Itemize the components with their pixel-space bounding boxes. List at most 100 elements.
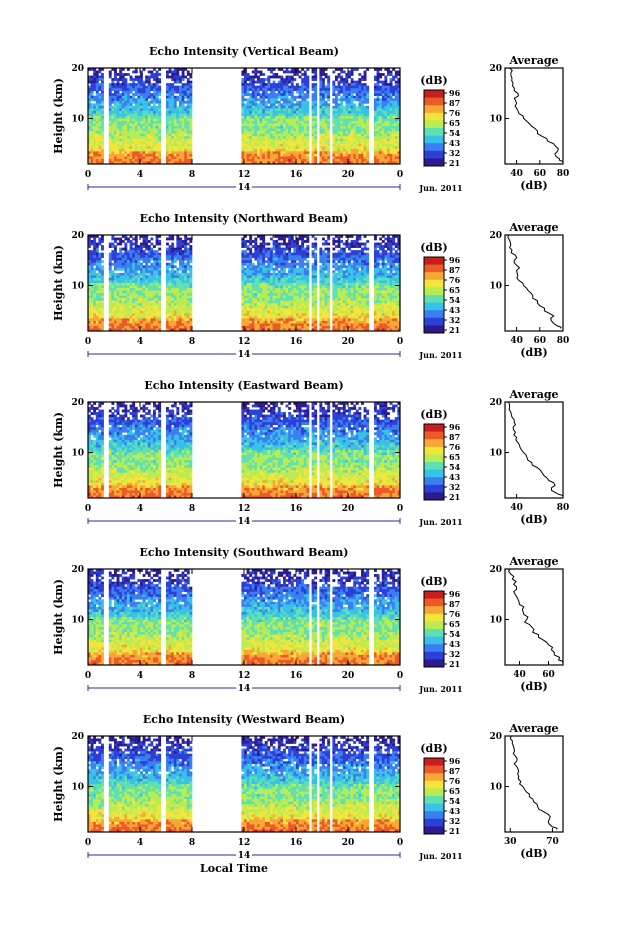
heatmap-cell xyxy=(260,286,263,289)
heatmap-title: Echo Intensity (Northward Beam) xyxy=(140,212,349,225)
heatmap-cell xyxy=(286,126,289,129)
heatmap-cell xyxy=(249,129,252,132)
heatmap-cell xyxy=(262,149,265,152)
heatmap-cell xyxy=(252,126,255,129)
heatmap-cell xyxy=(364,156,367,159)
heatmap-cell xyxy=(358,263,361,266)
heatmap-cell xyxy=(322,108,325,111)
heatmap-cell xyxy=(353,245,356,248)
heatmap-cell xyxy=(275,96,278,99)
heatmap-cell xyxy=(171,265,174,268)
heatmap-cell xyxy=(257,263,260,266)
heatmap-cell xyxy=(304,88,307,91)
heatmap-cell xyxy=(325,126,328,129)
heatmap-cell xyxy=(166,250,169,253)
heatmap-cell xyxy=(257,129,260,132)
heatmap-cell xyxy=(366,124,369,127)
heatmap-cell xyxy=(304,73,307,76)
heatmap-cell xyxy=(296,245,299,248)
heatmap-cell xyxy=(356,156,359,159)
heatmap-cell xyxy=(91,134,94,137)
heatmap-cell xyxy=(286,129,289,132)
heatmap-cell xyxy=(288,131,291,134)
heatmap-cell xyxy=(395,81,398,84)
heatmap-cell xyxy=(325,283,328,286)
heatmap-cell xyxy=(291,139,294,142)
heatmap-cell xyxy=(296,134,299,137)
heatmap-cell xyxy=(176,154,179,157)
heatmap-cell xyxy=(247,136,250,139)
heatmap-cell xyxy=(283,101,286,104)
heatmap-cell xyxy=(241,86,244,89)
heatmap-cell xyxy=(182,129,185,132)
heatmap-cell xyxy=(241,253,244,256)
heatmap-cell xyxy=(306,255,309,258)
heatmap-cell xyxy=(340,88,343,91)
heatmap-cell xyxy=(241,255,244,258)
heatmap-cell xyxy=(96,131,99,134)
heatmap-cell xyxy=(119,149,122,152)
heatmap-cell xyxy=(122,136,125,139)
heatmap-cell xyxy=(301,129,304,132)
heatmap-cell xyxy=(135,146,138,149)
heatmap-cell xyxy=(156,243,159,246)
heatmap-cell xyxy=(299,93,302,96)
heatmap-cell xyxy=(348,253,351,256)
heatmap-cell xyxy=(93,96,96,99)
heatmap-cell xyxy=(314,76,317,79)
heatmap-cell xyxy=(158,275,161,278)
heatmap-cell xyxy=(387,255,390,258)
heatmap-cell xyxy=(379,136,382,139)
heatmap-cell xyxy=(267,124,270,127)
heatmap-cell xyxy=(124,288,127,291)
heatmap-cell xyxy=(306,154,309,157)
heatmap-cell xyxy=(265,88,268,91)
heatmap-cell xyxy=(374,116,377,119)
heatmap-cell xyxy=(169,119,172,122)
heatmap-cell xyxy=(353,243,356,246)
heatmap-cell xyxy=(356,121,359,124)
heatmap-cell xyxy=(278,243,281,246)
heatmap-cell xyxy=(353,136,356,139)
heatmap-cell xyxy=(143,253,146,256)
heatmap-cell xyxy=(275,124,278,127)
heatmap-cell xyxy=(335,108,338,111)
heatmap-cell xyxy=(356,83,359,86)
heatmap-cell xyxy=(273,149,276,152)
heatmap-cell xyxy=(91,273,94,276)
heatmap-cell xyxy=(260,248,263,251)
heatmap-cell xyxy=(148,288,151,291)
heatmap-cell xyxy=(395,149,398,152)
heatmap-cell xyxy=(241,119,244,122)
heatmap-cell xyxy=(96,81,99,84)
heatmap-cell xyxy=(387,119,390,122)
heatmap-cell xyxy=(132,139,135,142)
heatmap-cell xyxy=(254,81,257,84)
heatmap-cell xyxy=(283,141,286,144)
heatmap-cell xyxy=(280,156,283,159)
heatmap-cell xyxy=(176,96,179,99)
heatmap-cell xyxy=(319,146,322,149)
heatmap-cell xyxy=(148,88,151,91)
heatmap-cell xyxy=(325,103,328,106)
heatmap-cell xyxy=(111,126,114,129)
heatmap-cell xyxy=(252,76,255,79)
heatmap-cell xyxy=(137,81,140,84)
heatmap-cell xyxy=(101,88,104,91)
heatmap-cell xyxy=(314,268,317,271)
heatmap-cell xyxy=(135,136,138,139)
heatmap-cell xyxy=(278,280,281,283)
heatmap-cell xyxy=(247,154,250,157)
heatmap-cell xyxy=(182,103,185,106)
heatmap-cell xyxy=(244,129,247,132)
heatmap-cell xyxy=(114,129,117,132)
heatmap-cell xyxy=(364,71,367,74)
heatmap-cell xyxy=(137,111,140,114)
heatmap-cell xyxy=(273,253,276,256)
heatmap-cell xyxy=(335,156,338,159)
heatmap-cell xyxy=(384,119,387,122)
heatmap-cell xyxy=(267,134,270,137)
heatmap-cell xyxy=(382,245,385,248)
heatmap-cell xyxy=(306,139,309,142)
heatmap-cell xyxy=(143,288,146,291)
